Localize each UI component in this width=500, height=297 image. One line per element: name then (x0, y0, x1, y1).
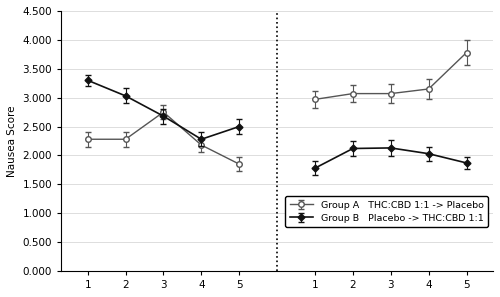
Legend: Group A   THC:CBD 1:1 -> Placebo, Group B   Placebo -> THC:CBD 1:1: Group A THC:CBD 1:1 -> Placebo, Group B … (285, 196, 488, 227)
Y-axis label: Nausea Score: Nausea Score (7, 105, 17, 177)
